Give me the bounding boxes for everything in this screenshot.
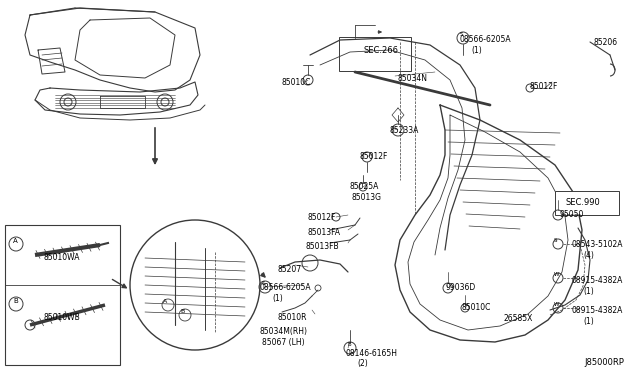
Text: 85206: 85206 bbox=[594, 38, 618, 47]
Text: B: B bbox=[347, 342, 351, 347]
Text: 85012F: 85012F bbox=[530, 82, 558, 91]
Text: B: B bbox=[180, 309, 184, 314]
Text: S: S bbox=[554, 238, 557, 243]
Text: 08543-5102A: 08543-5102A bbox=[572, 240, 623, 249]
Text: 85010C: 85010C bbox=[462, 303, 492, 312]
Text: W: W bbox=[554, 302, 559, 307]
Text: S: S bbox=[262, 281, 266, 286]
Text: (1): (1) bbox=[583, 287, 594, 296]
Text: (1): (1) bbox=[272, 294, 283, 303]
Text: (2): (2) bbox=[357, 359, 368, 368]
Text: 85067 (LH): 85067 (LH) bbox=[262, 338, 305, 347]
Text: 85012F: 85012F bbox=[360, 152, 388, 161]
Text: W: W bbox=[554, 272, 559, 277]
Text: 08915-4382A: 08915-4382A bbox=[572, 276, 623, 285]
Text: 85013FA: 85013FA bbox=[308, 228, 341, 237]
Text: 08146-6165H: 08146-6165H bbox=[345, 349, 397, 358]
Text: 85010R: 85010R bbox=[277, 313, 307, 322]
Text: 85233A: 85233A bbox=[390, 126, 419, 135]
Text: 85207: 85207 bbox=[278, 265, 302, 274]
Text: 85034M(RH): 85034M(RH) bbox=[260, 327, 308, 336]
Text: 85034N: 85034N bbox=[397, 74, 427, 83]
Text: 85013FB: 85013FB bbox=[306, 242, 340, 251]
Text: (1): (1) bbox=[471, 46, 482, 55]
Text: 26585X: 26585X bbox=[504, 314, 533, 323]
Text: 85025A: 85025A bbox=[350, 182, 380, 191]
Text: B: B bbox=[13, 298, 18, 304]
Text: S: S bbox=[460, 32, 463, 37]
Text: SEC.990: SEC.990 bbox=[566, 198, 601, 207]
Text: 85013G: 85013G bbox=[352, 193, 382, 202]
Text: (4): (4) bbox=[583, 251, 594, 260]
Text: (1): (1) bbox=[583, 317, 594, 326]
Text: 08915-4382A: 08915-4382A bbox=[572, 306, 623, 315]
Text: 08566-6205A: 08566-6205A bbox=[260, 283, 312, 292]
Text: A: A bbox=[13, 238, 18, 244]
FancyBboxPatch shape bbox=[339, 37, 411, 71]
Text: 85010WA: 85010WA bbox=[43, 253, 79, 262]
Text: 08566-6205A: 08566-6205A bbox=[460, 35, 511, 44]
Text: 85010WB: 85010WB bbox=[43, 313, 80, 322]
Text: J85000RP: J85000RP bbox=[584, 358, 624, 367]
Text: 85012F: 85012F bbox=[307, 213, 335, 222]
FancyBboxPatch shape bbox=[5, 225, 120, 365]
Text: 85010C: 85010C bbox=[282, 78, 312, 87]
Text: 95050: 95050 bbox=[560, 210, 584, 219]
FancyBboxPatch shape bbox=[555, 191, 619, 215]
Text: A: A bbox=[163, 299, 167, 304]
Text: SEC.266: SEC.266 bbox=[363, 46, 398, 55]
Text: 99036D: 99036D bbox=[445, 283, 476, 292]
